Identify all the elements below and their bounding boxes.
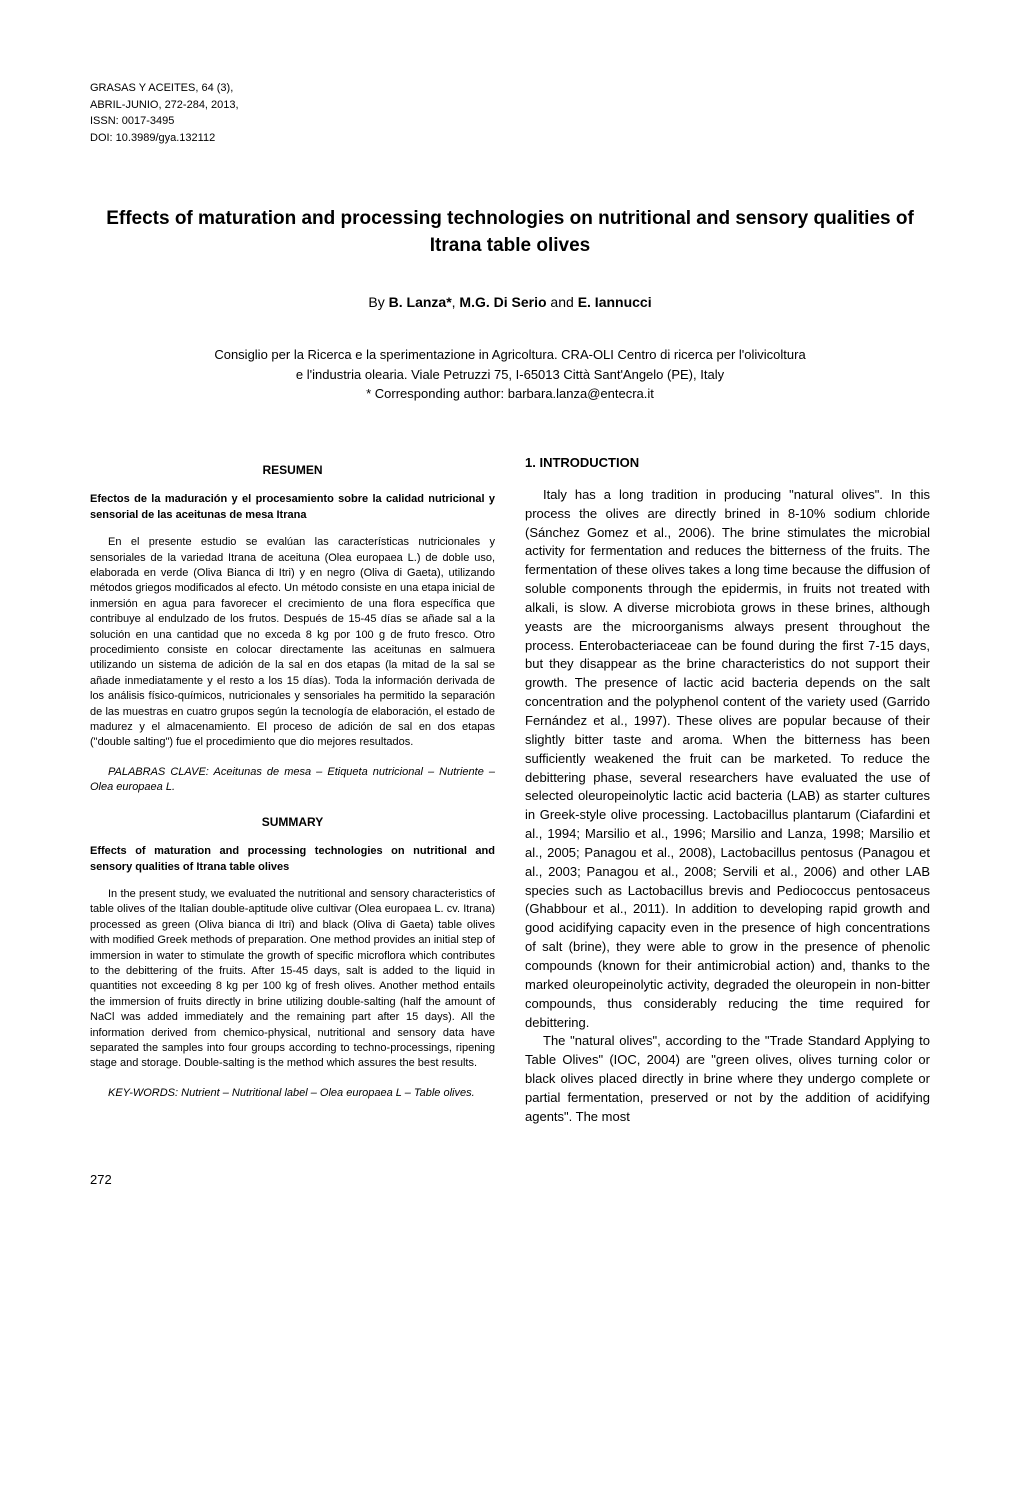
volume: , 64 (3), bbox=[195, 82, 233, 94]
author-1: B. Lanza* bbox=[389, 294, 452, 310]
journal-name: GRASAS Y ACEITES bbox=[90, 82, 195, 94]
issue-info: ABRIL-JUNIO, 272-284, 2013, bbox=[90, 97, 930, 114]
two-column-content: RESUMEN Efectos de la maduración y el pr… bbox=[90, 454, 930, 1127]
resumen-body: En el presente estudio se evalúan las ca… bbox=[90, 535, 495, 750]
right-column: 1. INTRODUCTION Italy has a long traditi… bbox=[525, 454, 930, 1127]
summary-keywords: KEY-WORDS: Nutrient – Nutritional label … bbox=[90, 1086, 495, 1101]
author-2: M.G. Di Serio bbox=[459, 294, 546, 310]
issn-label: ISSN: bbox=[90, 115, 119, 127]
doi-value: 10.3989/gya.132112 bbox=[113, 132, 216, 144]
resumen-heading: RESUMEN bbox=[90, 462, 495, 479]
affiliation-line-1: Consiglio per la Ricerca e la sperimenta… bbox=[90, 345, 930, 365]
left-column: RESUMEN Efectos de la maduración y el pr… bbox=[90, 454, 495, 1127]
by-label: By bbox=[368, 294, 388, 310]
author-sep-2: and bbox=[547, 294, 578, 310]
affiliation-line-2: e l'industria olearia. Viale Petruzzi 75… bbox=[90, 365, 930, 385]
doi-label: DOI: bbox=[90, 132, 113, 144]
introduction-heading: 1. INTRODUCTION bbox=[525, 454, 930, 472]
authors-line: By B. Lanza*, M.G. Di Serio and E. Iannu… bbox=[90, 294, 930, 310]
resumen-keywords: PALABRAS CLAVE: Aceitunas de mesa – Etiq… bbox=[90, 765, 495, 796]
introduction-paragraph-2: The "natural olives", according to the "… bbox=[525, 1032, 930, 1126]
resumen-subtitle: Efectos de la maduración y el procesamie… bbox=[90, 492, 495, 523]
author-3: E. Iannucci bbox=[578, 294, 652, 310]
page-number: 272 bbox=[90, 1172, 930, 1187]
summary-subtitle: Effects of maturation and processing tec… bbox=[90, 844, 495, 875]
introduction-paragraph-1: Italy has a long tradition in producing … bbox=[525, 486, 930, 1032]
summary-body: In the present study, we evaluated the n… bbox=[90, 887, 495, 1072]
affiliation-block: Consiglio per la Ricerca e la sperimenta… bbox=[90, 345, 930, 404]
corresponding-author: * Corresponding author: barbara.lanza@en… bbox=[90, 384, 930, 404]
journal-metadata: GRASAS Y ACEITES, 64 (3), ABRIL-JUNIO, 2… bbox=[90, 80, 930, 146]
issn-value: 0017-3495 bbox=[119, 115, 175, 127]
summary-heading: SUMMARY bbox=[90, 814, 495, 831]
article-title: Effects of maturation and processing tec… bbox=[90, 206, 930, 259]
